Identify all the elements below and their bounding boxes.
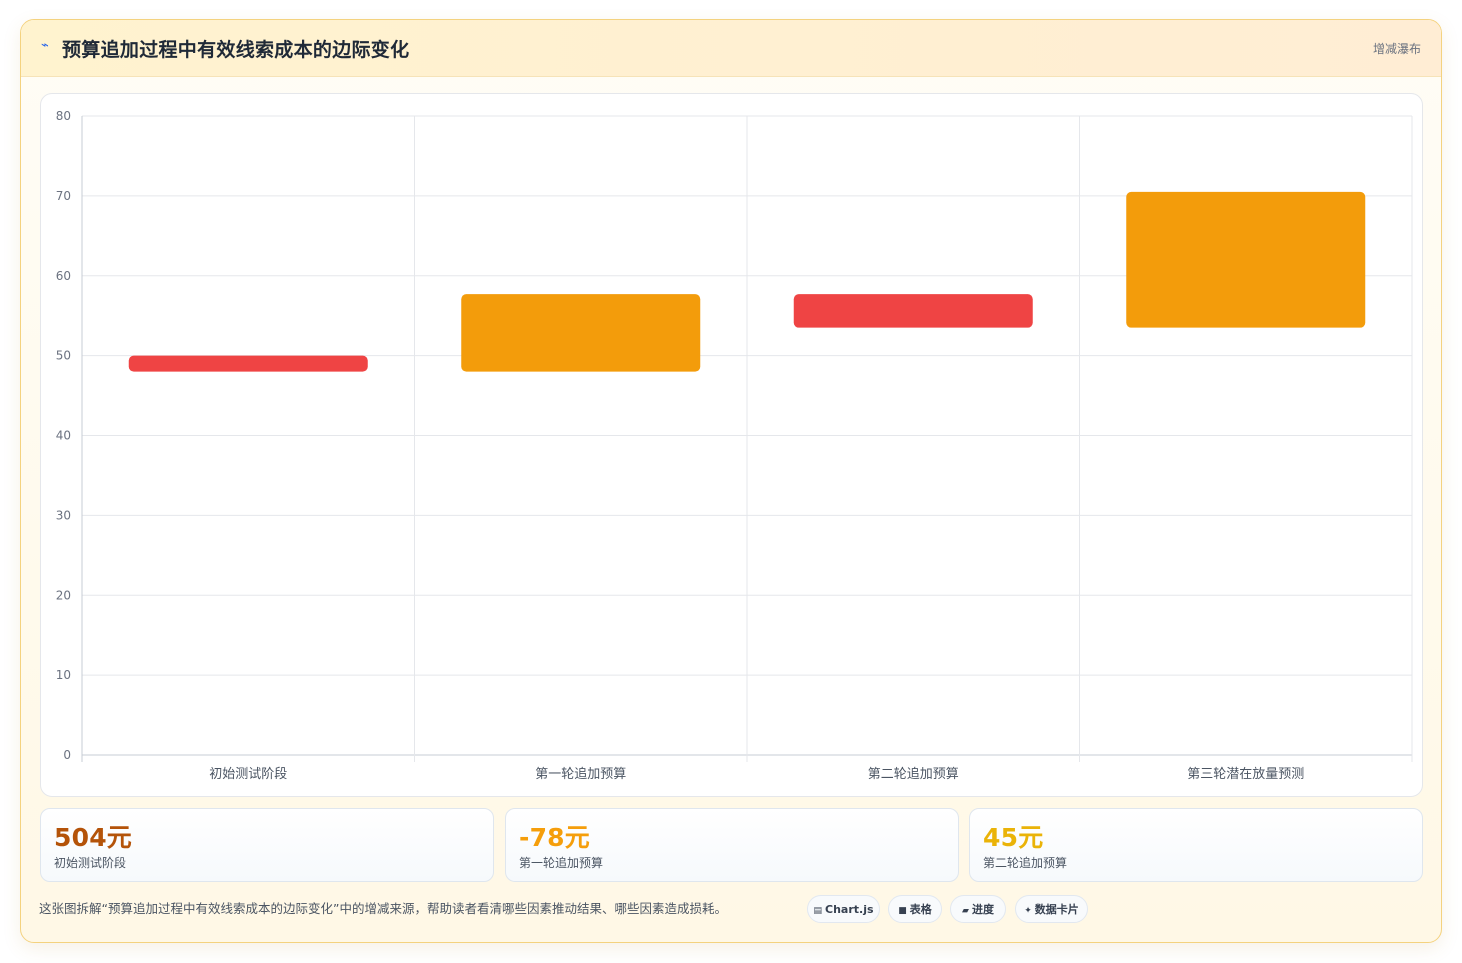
x-tick-label: 第一轮追加预算 <box>535 766 626 782</box>
footnote: 这张图拆解“预算追加过程中有效线索成本的边际变化”中的增减来源，帮助读者看清哪些… <box>39 901 727 916</box>
y-tick-label: 10 <box>56 668 71 682</box>
y-tick-label: 40 <box>56 429 71 443</box>
x-tick-label: 第二轮追加预算 <box>868 766 959 782</box>
stat-value: 504元 <box>54 823 132 852</box>
waterfall-bar <box>1126 191 1366 328</box>
y-tick-label: 20 <box>56 588 71 602</box>
chart-panel: 0 10 20 30 40 50 60 70 80 初始测试阶段 第一轮追加预算 第二轮追加预算 第三轮… <box>40 93 1423 797</box>
stat-card-initial: 504元 初始测试阶段 <box>40 808 494 882</box>
chip-data-card[interactable]: ✦ 数据卡片 <box>1015 895 1088 923</box>
y-tick-label: 70 <box>56 189 71 203</box>
card-header: ⌁ 预算追加过程中有效线索成本的边际变化 增减瀑布 <box>21 20 1441 77</box>
x-tick-label: 初始测试阶段 <box>209 767 287 782</box>
y-tick-label: 0 <box>63 748 71 762</box>
chip-label: 进度 <box>971 903 994 916</box>
stat-label: 初始测试阶段 <box>54 856 127 870</box>
chip-label: 表格 <box>909 903 932 916</box>
y-tick-label: 80 <box>56 109 71 123</box>
chart-title: 预算追加过程中有效线索成本的边际变化 <box>62 39 410 61</box>
waterfall-bar <box>793 294 1033 328</box>
chip-chartjs[interactable]: ▤ Chart.js <box>807 895 880 923</box>
progress-icon: ▰ <box>962 906 969 916</box>
chart-card: ⌁ 预算追加过程中有效线索成本的边际变化 增减瀑布 0 10 20 30 40 50 60 7… <box>20 19 1442 943</box>
stat-label: 第一轮追加预算 <box>519 856 604 870</box>
y-tick-label: 50 <box>56 349 71 363</box>
y-tick-label: 60 <box>56 269 71 283</box>
table-icon: ■ <box>898 906 907 916</box>
chart-icon: ▤ <box>813 906 822 916</box>
waterfall-bar <box>128 355 368 372</box>
sparkle-icon: ✦ <box>1024 906 1032 916</box>
stat-card-round2: 45元 第二轮追加预算 <box>969 808 1423 882</box>
chip-label: 数据卡片 <box>1034 903 1079 916</box>
stat-value: 45元 <box>983 823 1044 852</box>
chip-table[interactable]: ■ 表格 <box>888 895 942 923</box>
chip-progress[interactable]: ▰ 进度 <box>950 895 1006 923</box>
waterfall-chart: 0 10 20 30 40 50 60 70 80 初始测试阶段 第一轮追加预算 第二轮追加预算 第三轮… <box>56 109 1413 782</box>
waterfall-bar <box>461 294 701 372</box>
chart-type-label: 增减瀑布 <box>1372 42 1421 56</box>
y-tick-label: 30 <box>56 508 71 522</box>
chart-line-icon: ⌁ <box>41 38 49 53</box>
stat-label: 第二轮追加预算 <box>983 856 1068 870</box>
stat-value: -78元 <box>519 823 590 852</box>
chip-label: Chart.js <box>825 903 874 916</box>
stat-card-round1: -78元 第一轮追加预算 <box>505 808 959 882</box>
x-tick-label: 第三轮潜在放量预测 <box>1187 767 1304 782</box>
